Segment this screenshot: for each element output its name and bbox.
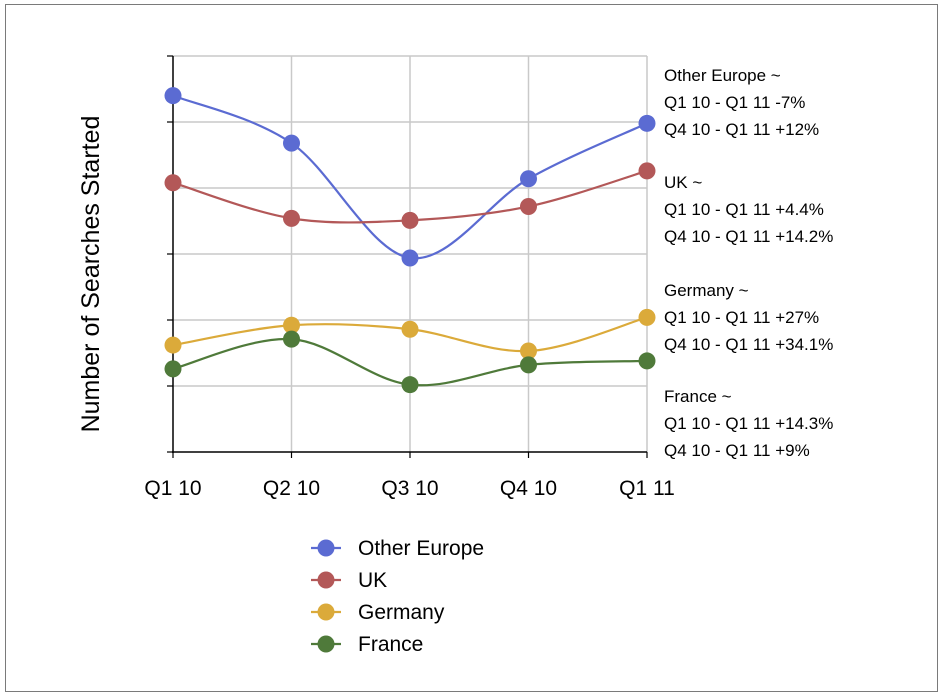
data-point-other-europe bbox=[520, 170, 537, 188]
data-point-france bbox=[401, 376, 419, 394]
annotation-line: Q1 10 - Q1 11 -7% bbox=[664, 93, 805, 112]
data-point-other-europe bbox=[638, 114, 656, 132]
axes bbox=[167, 55, 648, 458]
chart-frame: Q1 10 Q2 10 Q3 10 Q4 10 Q1 11 Number of Sear… bbox=[5, 4, 938, 692]
annotation-line: Q1 10 - Q1 11 +4.4% bbox=[664, 200, 824, 219]
data-point-other-europe bbox=[401, 249, 419, 267]
legend-label-uk: UK bbox=[358, 569, 387, 592]
data-point-other-europe bbox=[164, 87, 182, 105]
annotation-line: Q4 10 - Q1 11 +34.1% bbox=[664, 335, 833, 354]
y-axis-label: Number of Searches Started bbox=[77, 116, 105, 433]
data-point-germany bbox=[164, 336, 182, 354]
x-tick-label: Q3 10 bbox=[381, 477, 438, 500]
x-tick-label: Q4 10 bbox=[500, 477, 557, 500]
annotation-line: Q4 10 - Q1 11 +12% bbox=[664, 120, 819, 139]
data-point-france bbox=[520, 356, 537, 374]
legend-marker-france bbox=[317, 635, 335, 653]
grid bbox=[173, 55, 648, 452]
annotations: Other Europe ~ Q1 10 - Q1 11 -7% Q4 10 - Q… bbox=[664, 66, 833, 460]
data-point-germany bbox=[638, 308, 656, 326]
data-point-france bbox=[283, 330, 300, 348]
data-point-france bbox=[638, 352, 656, 370]
annotation-line: Q4 10 - Q1 11 +9% bbox=[664, 441, 810, 460]
data-point-uk bbox=[520, 197, 537, 215]
data-point-uk bbox=[164, 174, 182, 192]
legend-label-other-europe: Other Europe bbox=[358, 537, 484, 560]
data-point-other-europe bbox=[283, 134, 300, 152]
data-point-germany bbox=[520, 342, 537, 360]
annotation-line: Germany ~ bbox=[664, 281, 749, 300]
annotation-line: Q1 10 - Q1 11 +27% bbox=[664, 308, 819, 327]
annotation-line: Q4 10 - Q1 11 +14.2% bbox=[664, 227, 833, 246]
data-point-uk bbox=[401, 211, 419, 229]
x-tick-labels: Q1 10 Q2 10 Q3 10 Q4 10 Q1 11 bbox=[144, 477, 674, 500]
data-point-france bbox=[164, 360, 182, 378]
legend-marker-other-europe bbox=[317, 539, 335, 557]
x-tick-label: Q1 11 bbox=[619, 477, 675, 500]
annotation-line: Q1 10 - Q1 11 +14.3% bbox=[664, 414, 833, 433]
data-point-germany bbox=[401, 320, 419, 338]
data-point-germany bbox=[283, 316, 300, 334]
legend-label-germany: Germany bbox=[358, 601, 445, 624]
annotation-line: France ~ bbox=[664, 387, 732, 406]
line-chart: Q1 10 Q2 10 Q3 10 Q4 10 Q1 11 Number of Sear… bbox=[77, 55, 833, 656]
x-tick-label: Q2 10 bbox=[263, 477, 320, 500]
data-point-uk bbox=[283, 209, 300, 227]
series-points bbox=[164, 87, 656, 394]
annotation-line: Other Europe ~ bbox=[664, 66, 781, 85]
x-tick-label: Q1 10 bbox=[144, 477, 201, 500]
legend-marker-germany bbox=[317, 603, 335, 621]
legend: Other Europe UK Germany France bbox=[311, 537, 484, 656]
data-point-uk bbox=[638, 162, 656, 180]
legend-label-france: France bbox=[358, 633, 423, 656]
annotation-line: UK ~ bbox=[664, 173, 702, 192]
legend-marker-uk bbox=[317, 571, 335, 589]
